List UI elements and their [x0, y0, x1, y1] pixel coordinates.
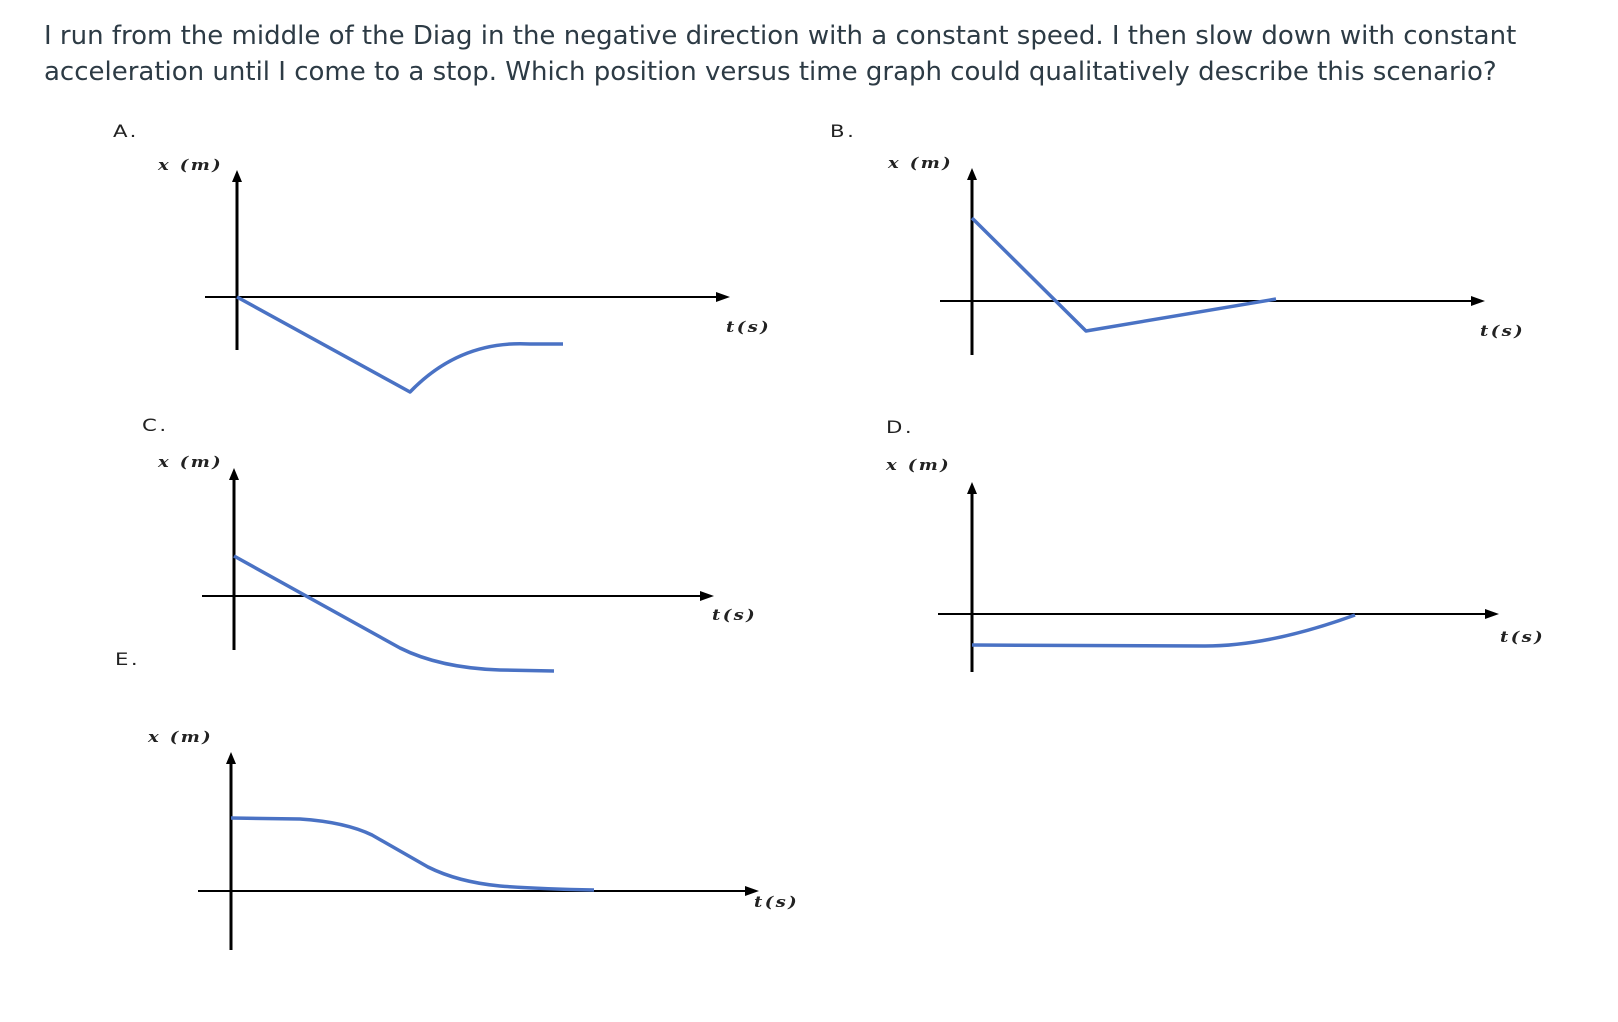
graph-a-x-arrow [716, 292, 730, 302]
option-c-letter: C. [142, 416, 169, 436]
graph-e-curve [230, 816, 595, 892]
graph-b-y-arrow [967, 168, 977, 180]
option-a-letter: A. [113, 122, 139, 142]
option-b-letter: B. [830, 122, 857, 142]
option-e-letter: E. [115, 650, 141, 670]
graph-e-x-arrow [745, 886, 759, 896]
question-text: I run from the middle of the Diag in the… [44, 18, 1564, 90]
graph-c-curve [233, 554, 555, 673]
graph-e [198, 752, 759, 950]
graph-c-x-label: t(s) [712, 606, 758, 624]
option-d-letter: D. [886, 418, 915, 438]
graph-d-y-arrow [967, 482, 977, 494]
graph-c-y-arrow [229, 468, 239, 480]
graph-b-curve [970, 216, 1277, 333]
graph-d [938, 482, 1499, 672]
question-line-2: acceleration until I come to a stop. Whi… [44, 57, 1497, 87]
graph-b-x-arrow [1471, 296, 1485, 306]
graph-d-curve [971, 613, 1356, 648]
graph-a [205, 170, 730, 394]
graph-e-y-arrow [226, 752, 236, 764]
graph-c [202, 468, 714, 673]
graph-a-x-label: t(s) [726, 318, 772, 336]
graph-e-x-label: t(s) [754, 893, 800, 911]
graph-a-curve [236, 295, 563, 394]
graph-e-y-label: x (m) [148, 728, 214, 746]
graph-b-x-label: t(s) [1480, 322, 1526, 340]
graph-a-y-arrow [232, 170, 242, 182]
graph-b-y-label: x (m) [888, 154, 954, 172]
question-line-1: I run from the middle of the Diag in the… [44, 21, 1517, 51]
graph-b [940, 168, 1485, 355]
graph-a-y-label: x (m) [158, 156, 224, 174]
graph-d-x-arrow [1485, 609, 1499, 619]
graph-d-y-label: x (m) [886, 456, 952, 474]
graph-d-x-label: t(s) [1500, 628, 1546, 646]
graph-c-y-label: x (m) [158, 453, 224, 471]
graph-c-x-arrow [700, 591, 714, 601]
